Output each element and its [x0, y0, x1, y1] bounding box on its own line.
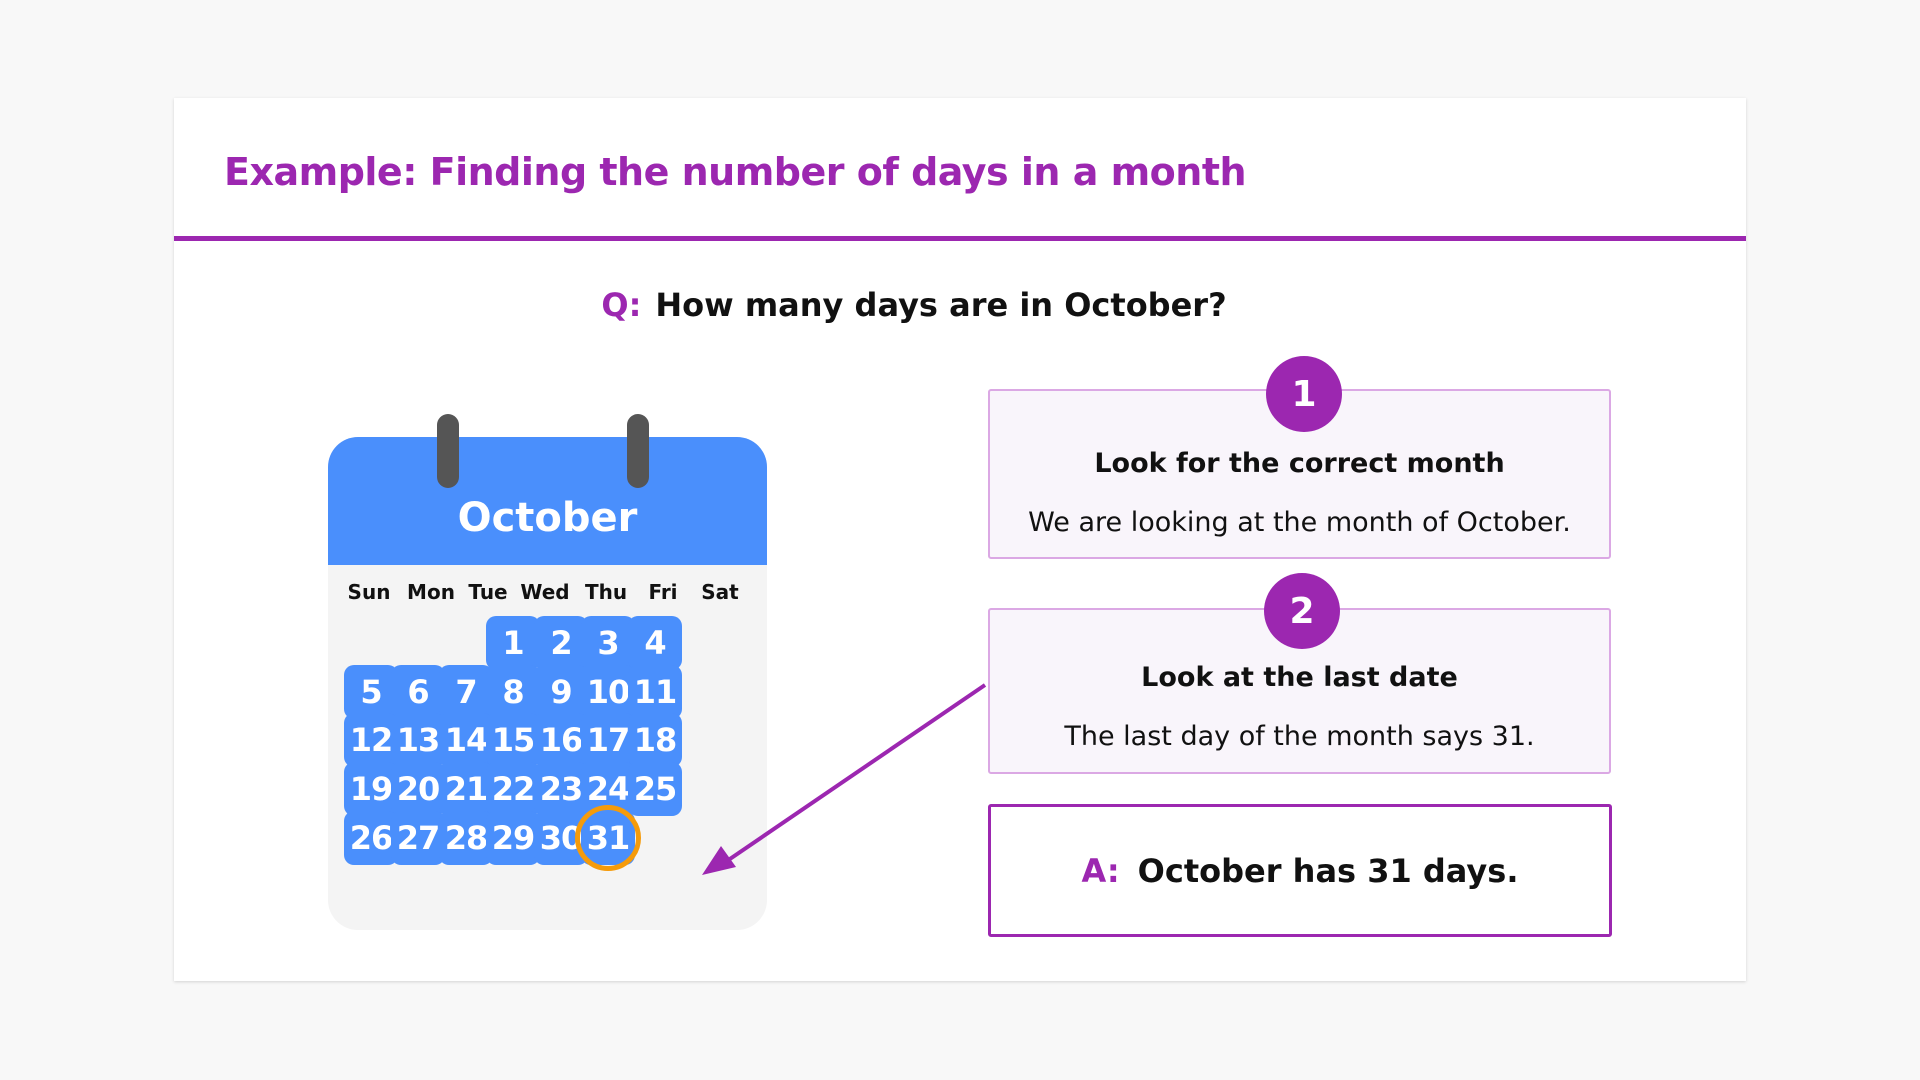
calendar-ring-icon — [627, 414, 649, 488]
highlight-circle — [575, 805, 641, 871]
calendar-day: 14 — [439, 713, 493, 767]
slide-title: Example: Finding the number of days in a… — [224, 150, 1247, 194]
calendar-month: October — [457, 495, 638, 541]
answer-text: October has 31 days. — [1137, 851, 1519, 890]
calendar-day: 22 — [486, 762, 540, 816]
calendar-day: 12 — [344, 713, 398, 767]
calendar-day: 1 — [486, 616, 540, 670]
calendar-day: 13 — [391, 713, 445, 767]
calendar-day: 15 — [486, 713, 540, 767]
answer-box: A: October has 31 days. — [988, 804, 1612, 937]
calendar-day: 5 — [344, 665, 398, 719]
calendar-day: 6 — [391, 665, 445, 719]
weekday-label: Mon — [407, 580, 455, 604]
calendar-day: 8 — [486, 665, 540, 719]
weekday-label: Wed — [520, 580, 570, 604]
weekday-label: Fri — [648, 580, 678, 604]
calendar-day: 7 — [439, 665, 493, 719]
step-title: Look at the last date — [1141, 662, 1458, 693]
calendar-day: 11 — [628, 665, 682, 719]
answer-label: A: — [1081, 851, 1120, 890]
weekday-label: Sun — [347, 580, 391, 604]
calendar-day: 24 — [581, 762, 635, 816]
calendar-day: 28 — [439, 811, 493, 865]
slide-card: Example: Finding the number of days in a… — [174, 98, 1746, 981]
calendar-day: 9 — [534, 665, 588, 719]
calendar-day: 29 — [486, 811, 540, 865]
step-text: The last day of the month says 31. — [1064, 721, 1535, 752]
calendar-day: 18 — [628, 713, 682, 767]
question-text: How many days are in October? — [655, 286, 1227, 324]
calendar-day: 16 — [534, 713, 588, 767]
calendar-day: 27 — [391, 811, 445, 865]
step-text: We are looking at the month of October. — [1028, 507, 1571, 538]
calendar-day: 23 — [534, 762, 588, 816]
calendar-header: October — [328, 437, 767, 565]
step-number-badge: 1 — [1266, 356, 1342, 432]
calendar-day: 19 — [344, 762, 398, 816]
step-number-badge: 2 — [1264, 573, 1340, 649]
calendar: October Sun Mon Tue Wed Thu Fri Sat 1 2 3 4 5 6 7 8 9 10… — [328, 437, 767, 930]
calendar-day: 4 — [628, 616, 682, 670]
weekday-label: Thu — [584, 580, 628, 604]
calendar-day: 3 — [581, 616, 635, 670]
question: Q: How many days are in October? — [174, 286, 1654, 324]
calendar-day: 10 — [581, 665, 635, 719]
calendar-day: 2 — [534, 616, 588, 670]
calendar-day: 25 — [628, 762, 682, 816]
weekday-label: Tue — [468, 580, 508, 604]
calendar-day: 21 — [439, 762, 493, 816]
calendar-day: 17 — [581, 713, 635, 767]
weekday-label: Sat — [701, 580, 739, 604]
step-title: Look for the correct month — [1094, 448, 1505, 479]
calendar-ring-icon — [437, 414, 459, 488]
calendar-day: 26 — [344, 811, 398, 865]
question-label: Q: — [601, 286, 642, 324]
title-divider — [174, 236, 1746, 241]
calendar-day: 20 — [391, 762, 445, 816]
pointer-arrow-icon — [702, 683, 987, 875]
